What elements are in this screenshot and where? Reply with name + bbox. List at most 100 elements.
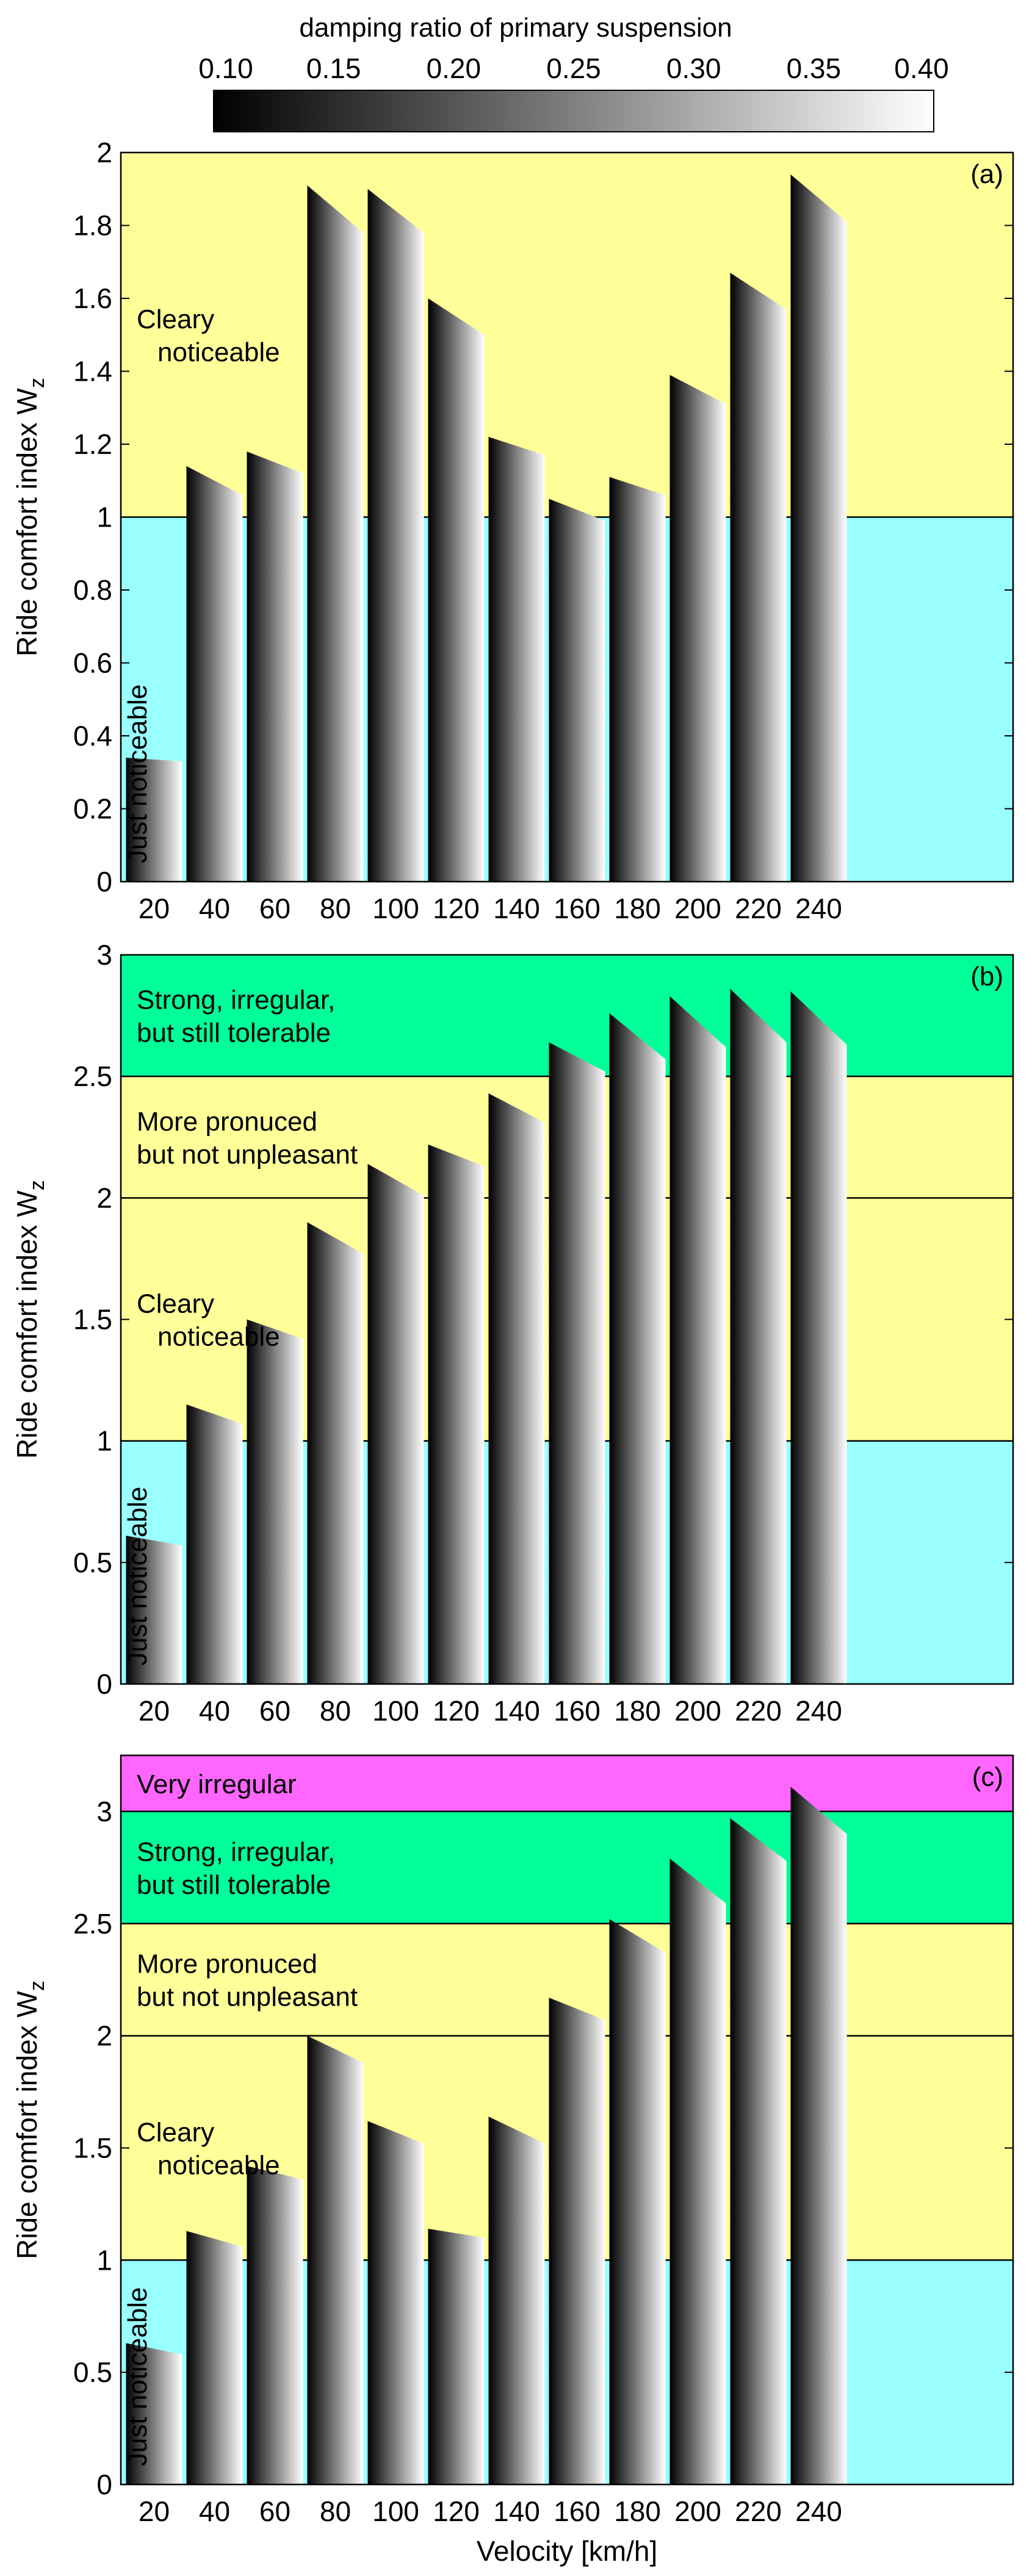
axes-frame xyxy=(120,1754,1014,2486)
x-tick-label: 60 xyxy=(259,2495,290,2527)
bar xyxy=(307,185,364,882)
zone-label: Cleary xyxy=(137,1289,214,1319)
x-tick-label: 60 xyxy=(259,1695,290,1727)
bar xyxy=(247,2165,303,2484)
y-tick-label: 0.8 xyxy=(73,574,112,606)
zone-label: Cleary xyxy=(137,304,214,334)
x-tick-label: 20 xyxy=(139,893,170,924)
y-tick-label: 0.6 xyxy=(73,647,112,679)
zone-label: Just noticeable xyxy=(123,2287,153,2466)
x-tick-label: 240 xyxy=(795,893,842,924)
bar xyxy=(669,996,726,1684)
x-tick-label: 160 xyxy=(554,1695,601,1727)
colorbar-tick-label: 0.30 xyxy=(666,52,721,84)
x-tick-label: 120 xyxy=(433,1695,480,1727)
bar xyxy=(730,1818,787,2484)
x-tick-label: 20 xyxy=(139,1695,170,1727)
colorbar-tick-labels: 0.10 0.15 0.20 0.25 0.30 0.35 0.40 xyxy=(198,52,949,96)
zone-label: but still tolerable xyxy=(137,1870,331,1900)
y-tick-label: 2.5 xyxy=(73,1908,112,1940)
y-tick-label: 2 xyxy=(96,137,112,168)
bar xyxy=(488,2116,545,2484)
y-tick-label: 0 xyxy=(96,1668,112,1700)
zone-label: Very irregular xyxy=(137,1769,297,1799)
bar xyxy=(609,1013,666,1684)
zone-label: Strong, irregular, xyxy=(137,1837,335,1867)
x-tick-label: 120 xyxy=(433,2495,480,2527)
x-tick-label: 80 xyxy=(320,1695,351,1727)
bar xyxy=(488,437,545,882)
bar xyxy=(549,1998,605,2484)
colorbar-tick-label: 0.10 xyxy=(198,52,253,84)
y-tick-label: 1.2 xyxy=(73,428,112,460)
bar xyxy=(307,1222,364,1684)
y-tick-label: 0 xyxy=(96,866,112,898)
bar xyxy=(367,2121,424,2484)
zone-label: Cleary xyxy=(137,2117,214,2147)
bar xyxy=(549,1042,605,1684)
x-tick-label: 220 xyxy=(735,2495,782,2527)
bar xyxy=(126,1536,182,1684)
bar xyxy=(247,1319,303,1684)
y-tick-label: 1 xyxy=(96,502,112,533)
y-tick-label: 3 xyxy=(96,1796,112,1827)
x-tick-label: 140 xyxy=(493,1695,540,1727)
x-tick-label: 40 xyxy=(199,893,230,924)
x-tick-label: 240 xyxy=(795,2495,842,2527)
bar xyxy=(126,2343,182,2484)
x-tick-label: 180 xyxy=(614,2495,661,2527)
y-tick-label: 1.5 xyxy=(73,2132,112,2164)
y-tick-label: 1.5 xyxy=(73,1304,112,1336)
y-tick-label: 2 xyxy=(96,1182,112,1214)
zone-label: but not unpleasant xyxy=(137,1982,358,2012)
x-tick-label: 120 xyxy=(433,893,480,924)
bar xyxy=(790,991,847,1684)
bar xyxy=(247,451,303,882)
bar xyxy=(428,298,485,882)
y-tick-label: 0 xyxy=(96,2469,112,2500)
y-tick-label: 1 xyxy=(96,1425,112,1457)
bar xyxy=(790,1786,847,2484)
zone-label: but still tolerable xyxy=(137,1018,331,1048)
y-tick-label: 0.4 xyxy=(73,720,112,752)
zone-label: Strong, irregular, xyxy=(137,985,335,1015)
bar xyxy=(428,2228,485,2484)
bar xyxy=(730,273,787,882)
bar xyxy=(428,1144,485,1684)
x-tick-label: 100 xyxy=(372,893,419,924)
y-tick-label: 3 xyxy=(96,939,112,971)
x-tick-label: 80 xyxy=(320,2495,351,2527)
zone-label: noticeable xyxy=(157,337,280,367)
x-tick-label: 40 xyxy=(199,1695,230,1727)
y-axis-label: Ride comfort index Wz xyxy=(11,1981,49,2259)
x-tick-label: 100 xyxy=(372,1695,419,1727)
x-tick-label: 140 xyxy=(493,2495,540,2527)
x-tick-label: 200 xyxy=(674,2495,721,2527)
bar xyxy=(609,1919,666,2484)
colorbar-tick-label: 0.15 xyxy=(306,52,361,84)
y-axis-label: Ride comfort index Wz xyxy=(11,378,49,657)
colorbar-gradient xyxy=(213,90,934,132)
zone-label: Just noticeable xyxy=(123,684,153,863)
x-tick-label: 40 xyxy=(199,2495,230,2527)
zone-label: Just noticeable xyxy=(123,1486,153,1666)
colorbar-tick-label: 0.20 xyxy=(427,52,482,84)
zone-cleary-noticeable xyxy=(121,153,1013,517)
colorbar-tick-label: 0.35 xyxy=(787,52,842,84)
panel-label: (c) xyxy=(972,1762,1003,1792)
y-tick-label: 0.2 xyxy=(73,793,112,825)
bar xyxy=(609,477,666,882)
colorbar-title: damping ratio of primary suspension xyxy=(299,13,732,43)
x-tick-label: 180 xyxy=(614,1695,661,1727)
x-tick-label: 160 xyxy=(554,2495,601,2527)
zone-very-irregular xyxy=(121,1755,1013,1811)
bar xyxy=(186,1404,243,1684)
zone-label: More pronuced xyxy=(137,1107,317,1137)
x-tick-label: 140 xyxy=(493,893,540,924)
x-tick-label: 220 xyxy=(735,1695,782,1727)
bar xyxy=(669,1858,726,2484)
